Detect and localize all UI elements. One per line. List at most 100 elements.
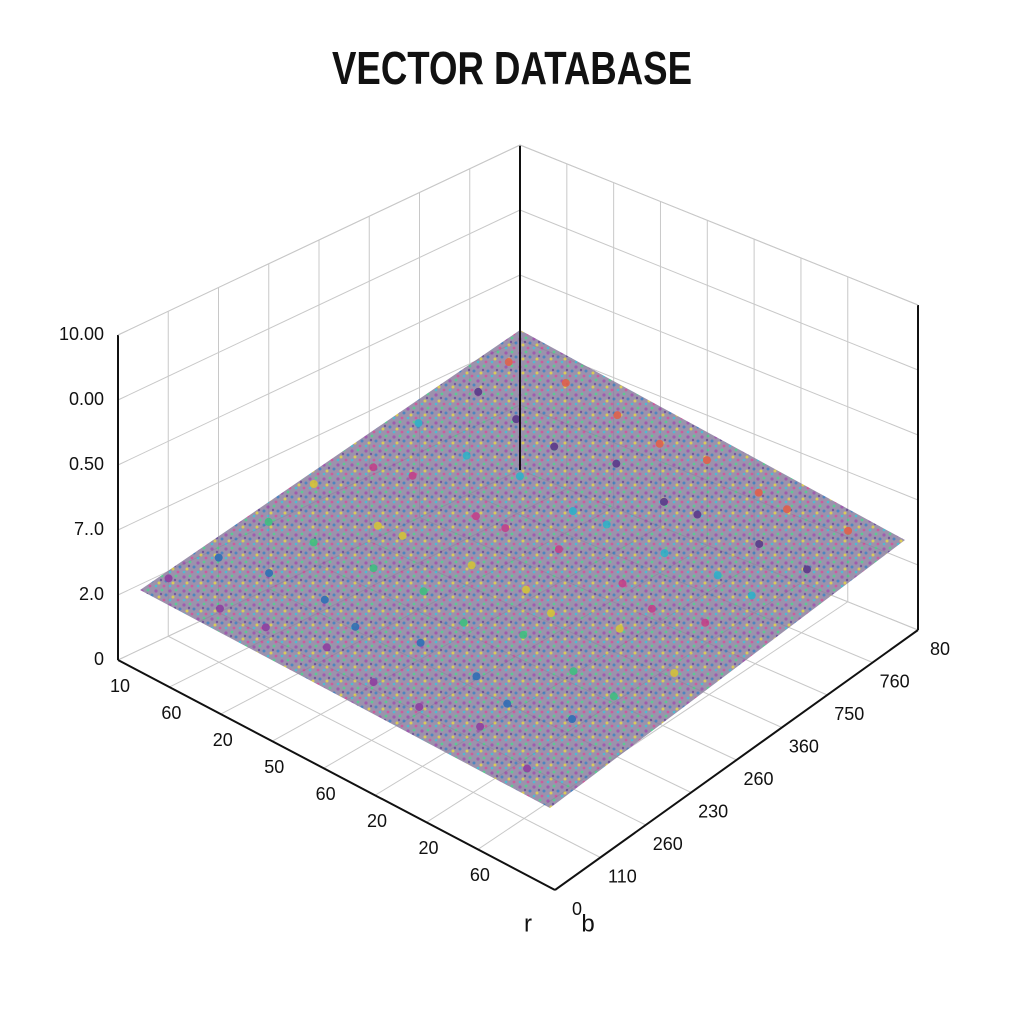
point <box>512 415 521 424</box>
point <box>501 524 510 533</box>
point <box>351 622 360 631</box>
point <box>660 549 669 558</box>
point <box>647 604 656 613</box>
point <box>670 668 679 677</box>
point <box>474 387 483 396</box>
point <box>459 618 468 627</box>
x-tick-label: 60 <box>470 865 490 885</box>
point <box>265 569 274 578</box>
point <box>755 539 764 548</box>
z-tick-label: 0 <box>94 649 104 669</box>
y-tick-label: 0 <box>572 899 582 919</box>
point <box>609 692 618 701</box>
point <box>215 604 224 613</box>
point <box>803 565 812 574</box>
z-tick-label: 10.00 <box>59 324 104 344</box>
point <box>471 512 480 521</box>
y-axis-label: b <box>581 910 594 937</box>
point <box>523 764 532 773</box>
point <box>415 702 424 711</box>
point <box>522 585 531 594</box>
point <box>546 609 555 618</box>
point <box>615 624 624 633</box>
point <box>476 722 485 731</box>
y-tick-label: 230 <box>698 801 728 821</box>
points <box>164 358 853 773</box>
x-tick-label: 20 <box>367 811 387 831</box>
y-tick-label: 80 <box>930 639 950 659</box>
point <box>309 538 318 547</box>
point <box>701 618 710 627</box>
point <box>309 480 318 489</box>
point <box>264 517 273 526</box>
point <box>322 643 331 652</box>
point <box>659 497 668 506</box>
point <box>550 442 559 451</box>
point <box>561 378 570 387</box>
y-tick-label: 260 <box>653 834 683 854</box>
labels: r b 0 2.0 7..0 0.50 0.00 10.00 10 60 20 50 60 20 20 6… <box>59 324 950 938</box>
axes <box>117 144 919 891</box>
axis-line <box>519 144 919 306</box>
x-tick-label: 60 <box>316 784 336 804</box>
point <box>261 623 270 632</box>
point <box>373 521 382 530</box>
point <box>214 553 223 562</box>
point <box>369 463 378 472</box>
point <box>602 520 611 529</box>
point <box>568 507 577 516</box>
point <box>164 574 173 583</box>
point <box>419 587 428 596</box>
x-axis-label: r <box>524 910 532 937</box>
point <box>844 526 853 535</box>
point-cloud-surface <box>140 330 905 808</box>
y-tick-label: 760 <box>880 671 910 691</box>
point <box>467 561 476 570</box>
point <box>462 451 471 460</box>
axis-line <box>117 659 556 891</box>
x-tick-label: 10 <box>110 676 130 696</box>
point <box>320 595 329 604</box>
z-tick-label: 0.00 <box>69 389 104 409</box>
point <box>613 411 622 420</box>
axis-line <box>117 144 521 336</box>
point <box>414 419 423 428</box>
point <box>408 471 417 480</box>
y-tick-label: 750 <box>834 704 864 724</box>
y-tick-label: 110 <box>608 866 637 886</box>
point <box>618 579 627 588</box>
point <box>747 591 756 600</box>
point <box>398 531 407 540</box>
point <box>503 699 512 708</box>
y-tick-label: 260 <box>743 769 773 789</box>
chart-title: VECTOR DATABASE <box>332 42 692 94</box>
grid-line <box>519 274 919 436</box>
y-tick-label: 360 <box>789 736 819 756</box>
grid-line <box>168 635 601 858</box>
surface-texture <box>140 330 905 808</box>
point <box>754 488 763 497</box>
point <box>554 545 563 554</box>
point <box>369 678 378 687</box>
point <box>568 715 577 724</box>
z-tick-label: 7..0 <box>74 519 104 539</box>
x-tick-label: 50 <box>264 757 284 777</box>
z-tick-label: 0.50 <box>69 454 104 474</box>
point <box>612 459 621 468</box>
point <box>655 439 664 448</box>
x-tick-label: 60 <box>161 703 181 723</box>
point <box>504 358 513 367</box>
axis-line <box>554 629 919 891</box>
grid-line <box>519 209 919 371</box>
x-tick-label: 20 <box>418 838 438 858</box>
point <box>783 505 792 514</box>
point <box>515 472 524 481</box>
point <box>369 564 378 573</box>
point <box>416 638 425 647</box>
x-tick-label: 20 <box>213 730 233 750</box>
point <box>519 630 528 639</box>
point <box>472 672 481 681</box>
point <box>569 667 578 676</box>
